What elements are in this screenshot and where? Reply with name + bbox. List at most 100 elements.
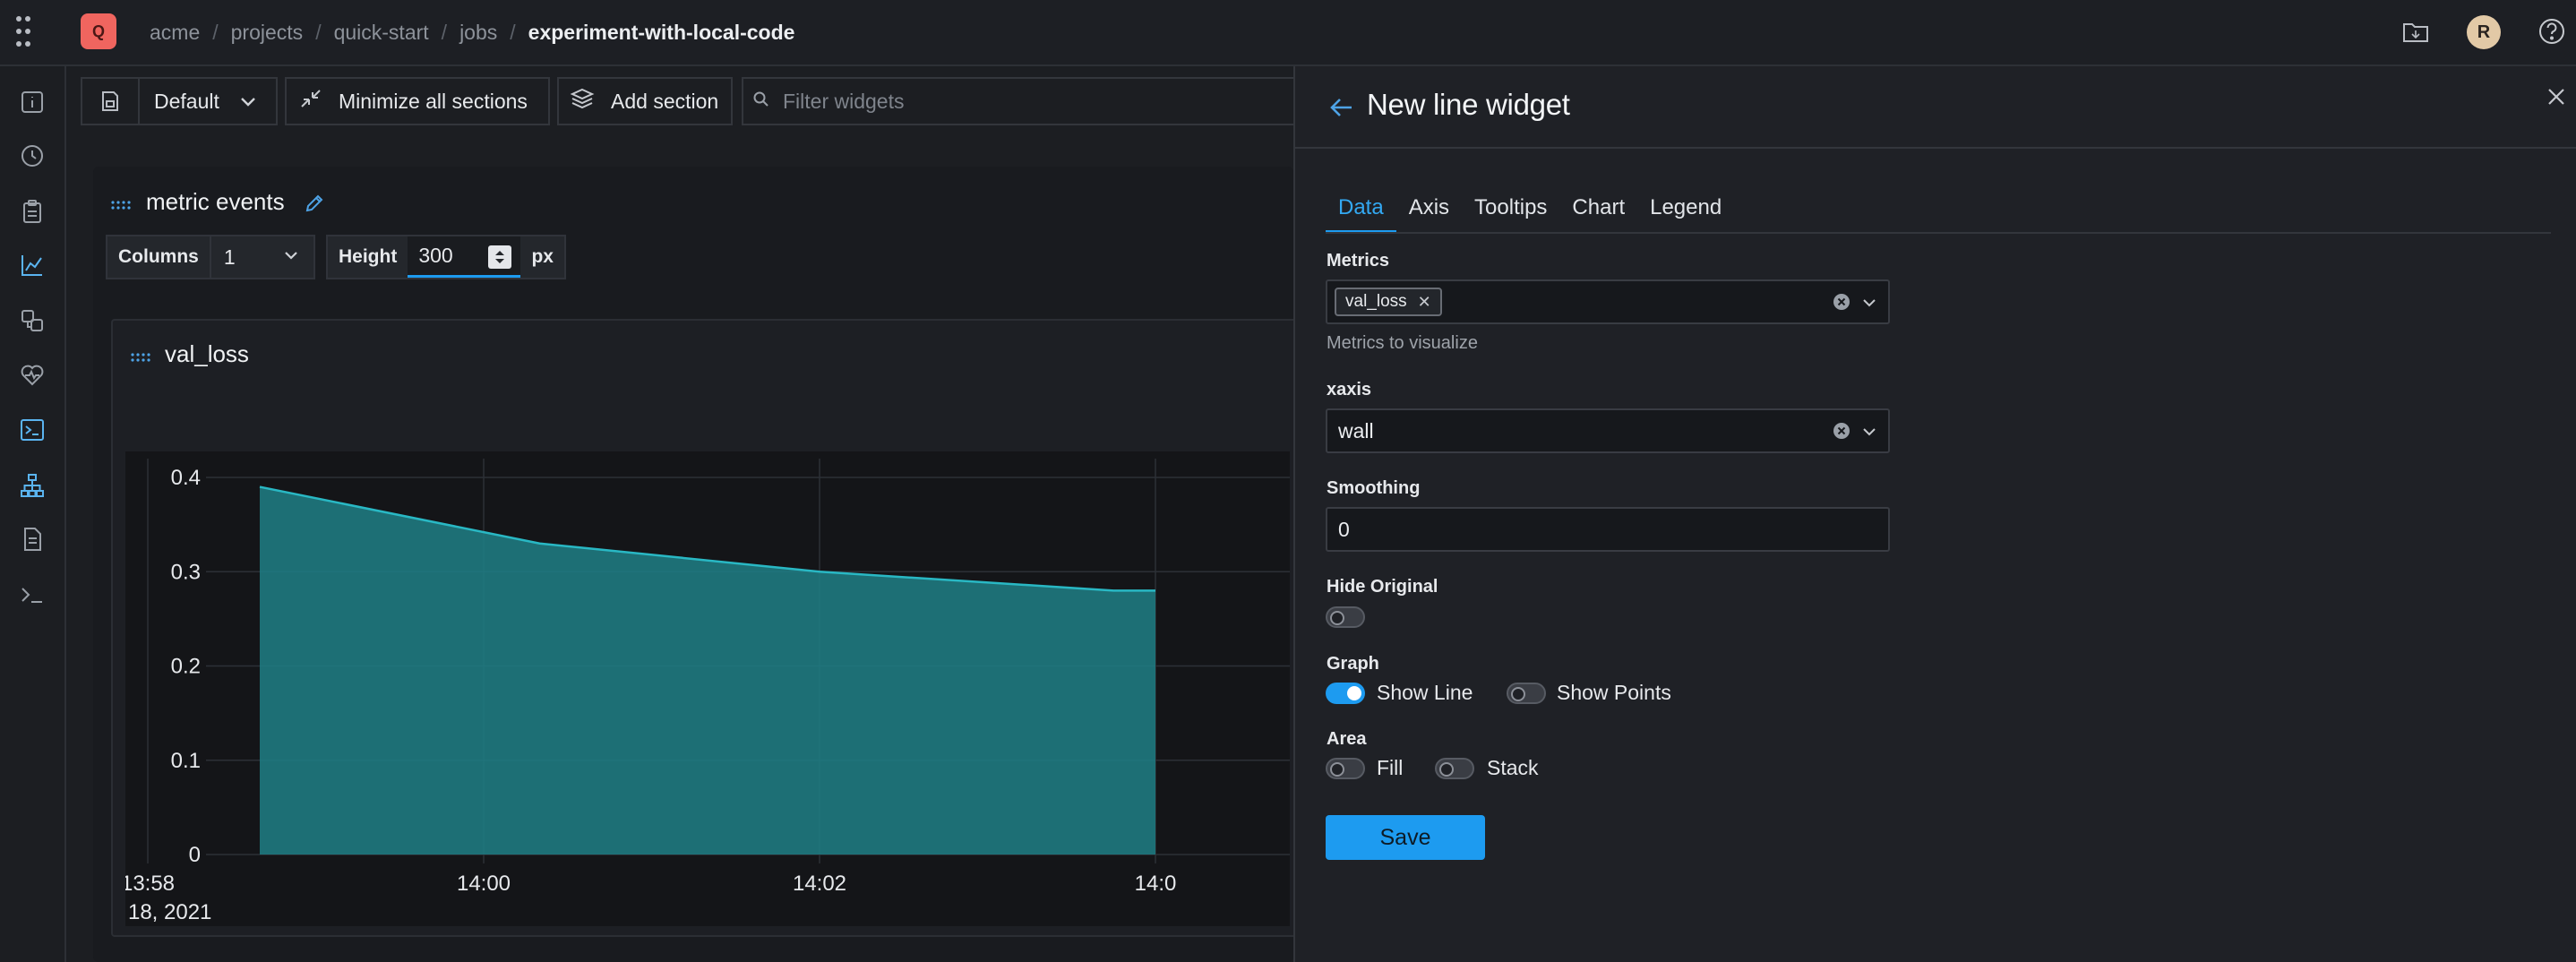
clipboard-icon[interactable] xyxy=(18,197,47,226)
filter-widgets-input[interactable]: Filter widgets xyxy=(742,77,1297,125)
y-tick-label: 0.2 xyxy=(171,655,201,679)
chevron-down-icon[interactable] xyxy=(1861,295,1877,311)
chip-remove-icon[interactable]: ✕ xyxy=(1417,292,1431,311)
clear-icon[interactable] xyxy=(1833,293,1850,311)
layers-icon xyxy=(570,87,595,116)
tab-legend[interactable]: Legend xyxy=(1650,195,1722,219)
x-tick-label: 13:58 xyxy=(125,872,175,896)
smoothing-value[interactable]: 0 xyxy=(1338,517,1350,541)
breadcrumb-separator: / xyxy=(315,20,322,44)
filter-placeholder: Filter widgets xyxy=(783,89,905,113)
widget-title: val_loss xyxy=(165,340,249,367)
add-section-label: Add section xyxy=(611,89,719,113)
breadcrumb-projects[interactable]: projects xyxy=(230,20,304,44)
section-title: metric events xyxy=(146,188,285,215)
xaxis-select[interactable]: wall xyxy=(1326,408,1890,453)
minimize-icon xyxy=(299,88,322,115)
save-button[interactable]: Save xyxy=(1326,815,1485,860)
close-icon[interactable] xyxy=(2546,86,2567,107)
tab-tooltips[interactable]: Tooltips xyxy=(1474,195,1548,219)
hide-original-label: Hide Original xyxy=(1327,577,1438,597)
terminal-icon[interactable] xyxy=(18,580,47,609)
hierarchy-icon[interactable] xyxy=(18,471,47,500)
smoothing-input[interactable]: 0 xyxy=(1326,507,1890,552)
breadcrumb-org[interactable]: acme xyxy=(150,20,201,44)
divider xyxy=(1295,147,2576,149)
health-icon[interactable] xyxy=(18,360,47,389)
save-preset-icon[interactable] xyxy=(82,79,140,124)
toggle-knob xyxy=(1439,762,1454,777)
stack-toggle[interactable] xyxy=(1435,758,1474,779)
height-label: Height xyxy=(339,246,398,267)
series-area xyxy=(260,486,1155,855)
tab-data[interactable]: Data xyxy=(1326,192,1396,233)
divider xyxy=(1326,232,2551,234)
y-tick-label: 0.3 xyxy=(171,560,201,584)
columns-label: Columns xyxy=(107,236,211,278)
drag-handle-icon[interactable] xyxy=(111,199,134,210)
smoothing-label: Smoothing xyxy=(1327,478,1421,498)
drawer-title: New line widget xyxy=(1367,88,1570,121)
pencil-icon[interactable] xyxy=(303,192,326,215)
files-icon[interactable] xyxy=(18,306,47,335)
toggle-knob xyxy=(1347,686,1361,700)
terminal-box-icon[interactable] xyxy=(18,416,47,444)
app-logo[interactable]: Q xyxy=(81,13,116,49)
x-tick-label: 14:00 xyxy=(457,872,511,896)
user-avatar[interactable]: R xyxy=(2467,15,2501,49)
show-points-toggle[interactable] xyxy=(1507,683,1546,704)
metric-chip[interactable]: val_loss ✕ xyxy=(1335,288,1442,316)
help-icon[interactable] xyxy=(2537,16,2567,47)
graph-label: Graph xyxy=(1327,654,1379,674)
height-unit: px xyxy=(531,246,554,267)
preset-value[interactable]: Default xyxy=(154,89,219,113)
widget-tabs: Data Axis Tooltips Chart Legend xyxy=(1326,192,1734,233)
x-tick-label: 14:0 xyxy=(1135,872,1177,896)
height-input[interactable]: 300 xyxy=(408,236,521,278)
clear-icon[interactable] xyxy=(1833,422,1850,440)
fill-label: Fill xyxy=(1377,756,1404,779)
toggle-knob xyxy=(1511,687,1525,701)
show-line-toggle[interactable] xyxy=(1326,683,1365,704)
folder-icon[interactable] xyxy=(2401,20,2430,45)
info-icon[interactable] xyxy=(18,88,47,116)
minimize-all-sections-button[interactable]: Minimize all sections xyxy=(285,77,550,125)
x-tick-label: 14:02 xyxy=(793,872,846,896)
fill-toggle[interactable] xyxy=(1326,758,1365,779)
chevron-down-icon[interactable] xyxy=(239,90,257,114)
show-line-label: Show Line xyxy=(1377,681,1473,704)
drag-handle-icon[interactable] xyxy=(131,351,152,362)
history-icon[interactable] xyxy=(18,142,47,170)
xaxis-label: xaxis xyxy=(1327,380,1372,399)
chart-labels: 0.4 0.3 0.2 0.1 0 13:58 14:00 14:02 14:0 Sep 18, … xyxy=(125,466,1176,924)
preset-selector[interactable]: Default xyxy=(81,77,278,125)
chevron-down-icon[interactable] xyxy=(1861,424,1877,440)
columns-value[interactable]: 1 xyxy=(223,245,236,269)
y-tick-label: 0.1 xyxy=(171,749,201,773)
add-section-button[interactable]: Add section xyxy=(557,77,733,125)
metrics-chart-icon[interactable] xyxy=(18,251,47,279)
columns-selector[interactable]: Columns 1 xyxy=(106,235,315,279)
metric-chip-label: val_loss xyxy=(1345,292,1407,311)
document-icon[interactable] xyxy=(18,525,47,554)
minimize-label: Minimize all sections xyxy=(339,89,528,113)
breadcrumb-current: experiment-with-local-code xyxy=(528,20,795,44)
back-arrow-icon[interactable] xyxy=(1327,93,1356,122)
breadcrumb-separator: / xyxy=(510,20,516,44)
apps-menu-icon[interactable] xyxy=(16,16,39,47)
breadcrumb-jobs[interactable]: jobs xyxy=(459,20,498,44)
tab-chart[interactable]: Chart xyxy=(1572,195,1626,219)
breadcrumb-separator: / xyxy=(441,20,448,44)
val-loss-chart: 0.4 0.3 0.2 0.1 0 13:58 14:00 14:02 14:0 Sep 18, … xyxy=(125,451,1290,926)
height-value[interactable]: 300 xyxy=(418,244,453,267)
metrics-select[interactable]: val_loss ✕ xyxy=(1326,279,1890,324)
area-label: Area xyxy=(1327,729,1367,749)
height-control: Height 300 px xyxy=(326,235,566,279)
tab-axis[interactable]: Axis xyxy=(1408,195,1450,219)
show-points-label: Show Points xyxy=(1557,681,1671,704)
breadcrumb-project[interactable]: quick-start xyxy=(333,20,429,44)
hide-original-toggle[interactable] xyxy=(1326,606,1365,628)
stepper-icon[interactable] xyxy=(488,245,512,269)
xaxis-value: wall xyxy=(1338,418,1374,442)
chevron-down-icon[interactable] xyxy=(283,249,299,265)
